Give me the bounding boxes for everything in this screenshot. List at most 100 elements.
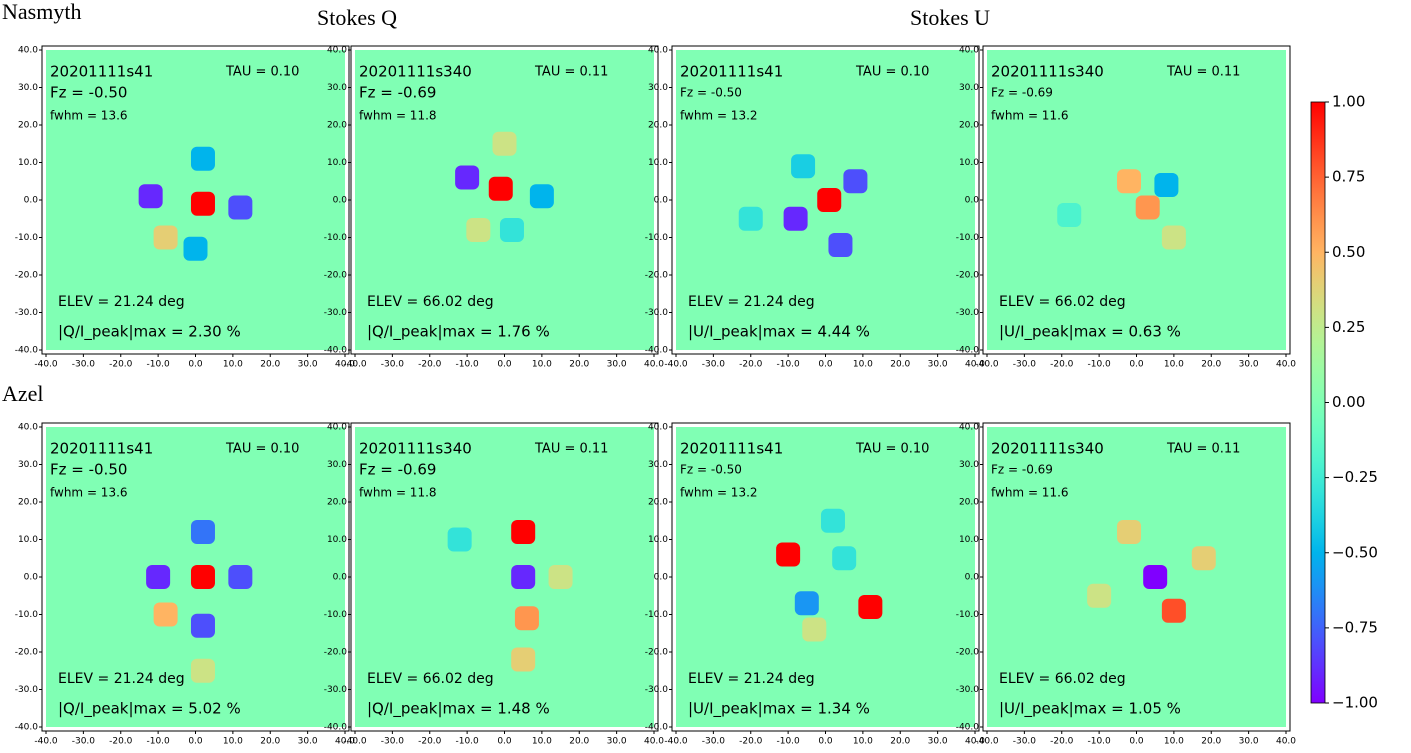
y-tick-label: 0.0 xyxy=(965,196,980,206)
column-label: Stokes U xyxy=(910,5,990,30)
elev-label: ELEV = 21.24 deg xyxy=(58,671,185,687)
y-tick-label: 0.0 xyxy=(965,573,980,583)
x-tick-label: 0.0 xyxy=(188,360,203,370)
y-tick-label: -40.0 xyxy=(324,346,348,356)
tau-label: TAU = 0.11 xyxy=(1166,442,1240,457)
y-tick-label: 40.0 xyxy=(959,46,979,56)
y-tick-label: 10.0 xyxy=(18,535,38,545)
y-tick-label: 40.0 xyxy=(327,46,347,56)
x-tick-label: 0.0 xyxy=(497,360,512,370)
y-tick-label: -40.0 xyxy=(645,723,669,733)
x-tick-label: 10.0 xyxy=(853,360,873,370)
x-tick-label: 0.0 xyxy=(818,737,833,747)
tau-label: TAU = 0.10 xyxy=(225,442,299,457)
heatmap-blob xyxy=(514,606,539,631)
heatmap-blob xyxy=(511,565,536,589)
heatmap-blob xyxy=(843,169,868,194)
y-tick-label: -40.0 xyxy=(645,346,669,356)
heatmap-blob xyxy=(492,131,517,156)
heatmap-blob xyxy=(190,191,215,216)
y-tick-label: 30.0 xyxy=(327,83,347,93)
colorbar-tick-label: 0.25 xyxy=(1332,318,1365,336)
y-tick-label: 20.0 xyxy=(648,121,668,131)
y-tick-label: 20.0 xyxy=(327,121,347,131)
heatmap-blob xyxy=(828,233,853,257)
x-tick-label: 30.0 xyxy=(298,360,318,370)
fwhm-label: fwhm = 13.6 xyxy=(50,109,128,123)
x-tick-label: 10.0 xyxy=(532,360,552,370)
y-tick-label: 40.0 xyxy=(959,423,979,433)
colorbar-tick-label: −0.75 xyxy=(1332,618,1378,636)
y-tick-label: 20.0 xyxy=(18,121,38,131)
y-tick-label: -30.0 xyxy=(956,308,980,318)
elev-label: ELEV = 21.24 deg xyxy=(58,294,185,310)
colorbar-tick-label: 0.00 xyxy=(1332,393,1365,411)
x-tick-label: -20.0 xyxy=(418,737,442,747)
y-tick-label: -20.0 xyxy=(645,648,669,658)
y-tick-label: 30.0 xyxy=(18,83,38,93)
y-tick-label: -30.0 xyxy=(956,685,980,695)
heatmap-blob xyxy=(832,546,857,571)
x-tick-label: 20.0 xyxy=(890,360,910,370)
scan-label: 20201111s41 xyxy=(680,440,783,458)
y-tick-label: 10.0 xyxy=(327,158,347,168)
y-tick-label: -20.0 xyxy=(956,648,980,658)
y-tick-label: 10.0 xyxy=(327,535,347,545)
heatmap-blob xyxy=(738,206,763,231)
colorbar-tick-label: 1.00 xyxy=(1332,93,1365,111)
x-tick-label: -40.0 xyxy=(343,360,367,370)
peak-label: |Q/I_peak|max = 1.48 % xyxy=(367,700,550,719)
heatmap-background xyxy=(987,427,1286,727)
heatmap-blob xyxy=(466,218,491,242)
y-tick-label: 10.0 xyxy=(959,535,979,545)
heatmap-blob xyxy=(802,617,827,642)
heatmap-blob xyxy=(455,165,480,190)
x-tick-label: 30.0 xyxy=(1239,360,1259,370)
x-tick-label: -30.0 xyxy=(72,737,96,747)
x-tick-label: -40.0 xyxy=(664,360,688,370)
y-tick-label: -30.0 xyxy=(645,308,669,318)
heatmap-blob xyxy=(190,658,215,683)
x-tick-label: 20.0 xyxy=(1201,737,1221,747)
y-tick-label: -10.0 xyxy=(956,610,980,620)
x-tick-label: -10.0 xyxy=(1087,737,1111,747)
x-tick-label: 10.0 xyxy=(853,737,873,747)
colorbar-tick-label: 0.50 xyxy=(1332,243,1365,261)
x-tick-label: 0.0 xyxy=(497,737,512,747)
heatmap-blob xyxy=(190,520,215,544)
x-tick-label: 30.0 xyxy=(298,737,318,747)
y-tick-label: 30.0 xyxy=(959,460,979,470)
x-tick-label: -40.0 xyxy=(975,737,999,747)
scan-label: 20201111s340 xyxy=(991,63,1104,81)
y-tick-label: -30.0 xyxy=(324,308,348,318)
y-tick-label: -20.0 xyxy=(324,271,348,281)
x-tick-label: -10.0 xyxy=(455,360,479,370)
y-tick-label: -10.0 xyxy=(956,233,980,243)
heatmap-blob xyxy=(1057,203,1082,227)
heatmap-blob xyxy=(511,520,536,544)
x-tick-label: 20.0 xyxy=(569,360,589,370)
y-tick-label: 30.0 xyxy=(648,460,668,470)
x-tick-label: -30.0 xyxy=(702,737,726,747)
heatmap-blob xyxy=(1117,520,1142,544)
heatmap-blob xyxy=(548,565,573,589)
heatmap-blob xyxy=(1191,546,1216,571)
heatmap-blob xyxy=(153,225,178,250)
heatmap-blob xyxy=(190,565,215,589)
heatmap-blob xyxy=(1117,169,1142,194)
y-tick-label: 0.0 xyxy=(24,573,39,583)
heatmap-blob xyxy=(488,176,513,201)
colorbar-tick-label: 0.75 xyxy=(1332,168,1365,186)
peak-label: |Q/I_peak|max = 1.76 % xyxy=(367,323,550,342)
x-tick-label: -10.0 xyxy=(146,360,170,370)
fwhm-label: fwhm = 11.8 xyxy=(359,486,437,500)
y-tick-label: -10.0 xyxy=(645,233,669,243)
column-label: Stokes Q xyxy=(317,5,397,30)
x-tick-label: 30.0 xyxy=(607,737,627,747)
y-tick-label: -20.0 xyxy=(324,648,348,658)
elev-label: ELEV = 66.02 deg xyxy=(999,671,1126,687)
x-tick-label: 10.0 xyxy=(223,360,243,370)
y-tick-label: -40.0 xyxy=(15,346,39,356)
x-tick-label: -10.0 xyxy=(776,360,800,370)
y-tick-label: 20.0 xyxy=(327,498,347,508)
